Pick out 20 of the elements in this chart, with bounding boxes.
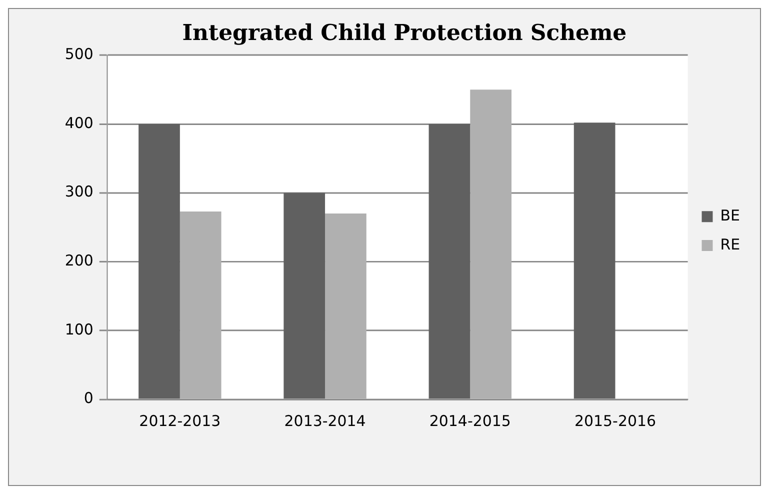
chart-title: Integrated Child Protection Scheme — [182, 20, 627, 46]
x-tick-label: 2014-2015 — [429, 412, 511, 430]
y-tick-label: 0 — [84, 389, 94, 408]
bar — [180, 211, 222, 399]
bar — [325, 214, 366, 399]
y-tick-label: 400 — [64, 114, 94, 132]
bar — [428, 124, 470, 399]
x-tick-label: 2013-2014 — [284, 412, 366, 430]
y-tick-label: 200 — [64, 252, 94, 270]
bar — [574, 122, 616, 399]
y-tick-label: 500 — [64, 45, 94, 64]
legend-label: RE — [720, 235, 740, 254]
bar — [284, 192, 326, 399]
y-tick-label: 300 — [64, 182, 94, 201]
bar — [470, 90, 512, 399]
x-tick-label: 2015-2016 — [574, 412, 656, 430]
bar — [138, 124, 180, 399]
y-tick-label: 100 — [64, 320, 94, 338]
legend-label: BE — [720, 206, 740, 224]
x-tick-label: 2012-2013 — [139, 412, 221, 430]
